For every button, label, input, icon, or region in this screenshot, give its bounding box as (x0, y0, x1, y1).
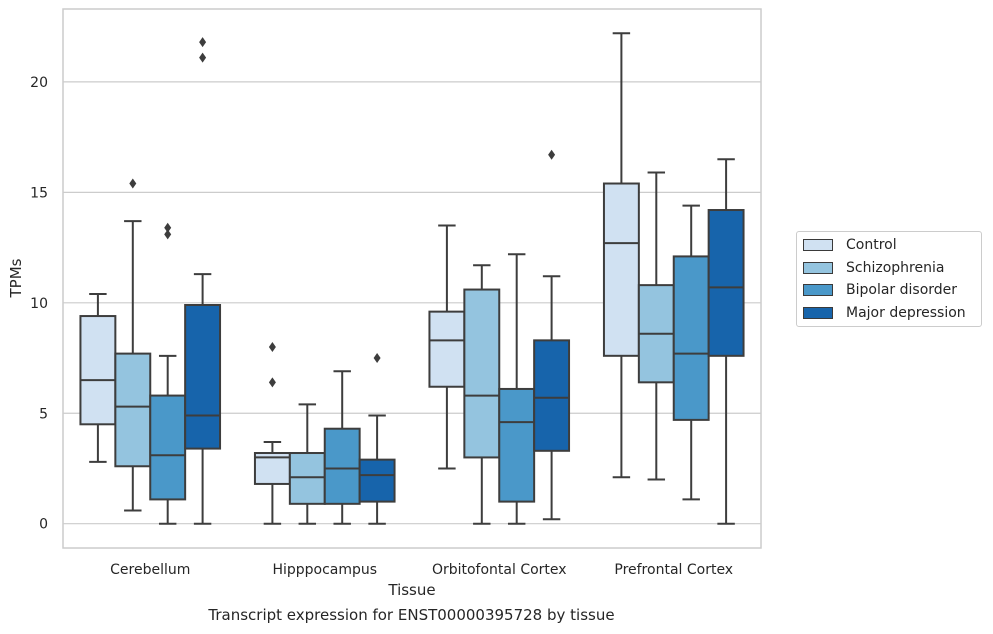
legend-label: Control (846, 237, 897, 253)
box-0-1 (253, 341, 291, 525)
box-3-0 (184, 37, 222, 525)
box (149, 394, 187, 501)
box-series (79, 32, 745, 525)
box (288, 452, 326, 505)
box-1-1 (288, 403, 326, 525)
y-axis-label: TPMs (7, 258, 25, 298)
legend-swatch (803, 306, 833, 319)
y-tick-label: 0 (39, 517, 48, 533)
y-tick-label: 10 (30, 296, 48, 312)
legend-item: Major depression (803, 303, 966, 323)
box (428, 310, 466, 388)
outlier-point (548, 149, 556, 160)
box-2-2 (498, 253, 536, 525)
box (602, 182, 640, 357)
x-tick-labels: Cerebellum Hipppocampus Orbitofontal Corte… (110, 562, 733, 578)
box (463, 288, 501, 459)
box-1-3 (637, 171, 675, 481)
y-tick-label: 15 (30, 185, 48, 201)
box-0-2 (428, 224, 466, 470)
x-tick-label: Orbitofontal Cortex (432, 562, 567, 578)
box-1-2 (463, 264, 501, 525)
box-2-3 (672, 204, 710, 501)
x-axis-label: Tissue (387, 581, 435, 599)
outlier-point (164, 229, 172, 240)
box-0-0 (79, 292, 117, 463)
legend-item: Control (803, 235, 897, 255)
box (323, 427, 361, 505)
legend-label: Bipolar disorder (846, 282, 958, 298)
legend-swatch (803, 239, 833, 251)
x-tick-label: Cerebellum (110, 562, 190, 578)
box (358, 458, 396, 503)
y-tick-labels: 0 5 10 15 20 (30, 75, 48, 533)
box (184, 304, 222, 450)
outlier-point (129, 178, 137, 189)
box-1-0 (114, 178, 152, 512)
box-3-2 (533, 149, 571, 521)
box-3-3 (707, 158, 745, 525)
box (79, 315, 117, 426)
chart-title: Transcript expression for ENST0000039572… (208, 606, 615, 624)
legend-item: Schizophrenia (803, 258, 944, 278)
legend-label: Schizophrenia (846, 259, 945, 276)
x-tick-label: Prefrontal Cortex (614, 562, 733, 578)
box-2-1 (323, 370, 361, 525)
outlier-point (268, 377, 276, 388)
legend-swatch (803, 284, 833, 296)
box-3-1 (358, 353, 396, 525)
box (533, 339, 571, 452)
outlier-point (199, 37, 207, 48)
box (114, 352, 152, 468)
box (498, 387, 536, 503)
box (707, 209, 745, 357)
legend-swatch (803, 261, 833, 274)
outlier-point (199, 52, 207, 63)
outlier-point (268, 341, 276, 352)
legend-item: Bipolar disorder (803, 280, 957, 300)
legend: Control Schizophrenia Bipolar disorder Majo… (796, 231, 982, 327)
outlier-point (164, 222, 172, 233)
outlier-point (373, 353, 381, 364)
y-tick-label: 20 (30, 75, 48, 91)
box-0-3 (602, 32, 640, 479)
box (672, 255, 710, 421)
x-tick-label: Hipppocampus (272, 562, 377, 578)
y-tick-label: 5 (39, 406, 48, 422)
legend-label: Major depression (846, 304, 966, 321)
